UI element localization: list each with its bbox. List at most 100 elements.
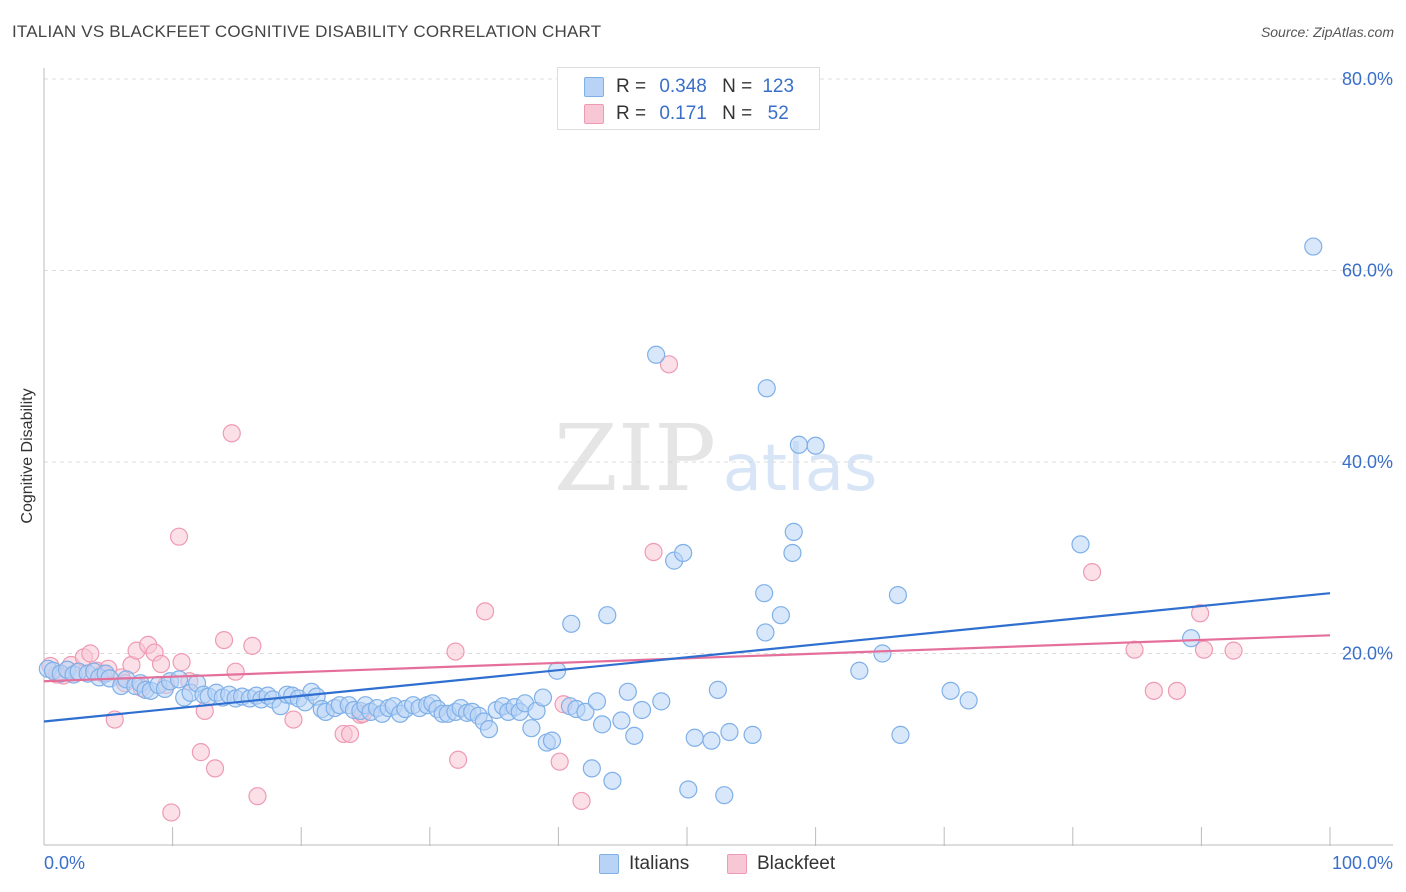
r-label: R = xyxy=(616,103,647,124)
italians-point xyxy=(618,682,637,701)
r-label: R = xyxy=(616,76,647,97)
italians-point xyxy=(888,585,908,605)
italians-point xyxy=(587,692,607,711)
italians-point xyxy=(647,345,666,364)
y-tick-label: 80.0% xyxy=(1342,69,1393,89)
stats-legend-row-blackfeet: R = 0.171 N = 52 xyxy=(558,101,798,127)
italians-point xyxy=(891,725,910,744)
trendlines xyxy=(43,592,1331,723)
blackfeet-point xyxy=(572,791,591,811)
stats-legend: R = 0.348 N = 123 R = 0.171 N = 52 xyxy=(557,67,820,130)
italians-point xyxy=(652,692,671,711)
grid xyxy=(44,78,1393,654)
blackfeet-point xyxy=(214,630,234,650)
italians-point xyxy=(562,614,581,633)
blackfeet-point xyxy=(151,654,171,674)
legend-item-blackfeet[interactable]: Blackfeet xyxy=(727,853,835,875)
series-legend: Italians Blackfeet xyxy=(0,850,1406,880)
italians-point xyxy=(612,711,631,730)
italians-point xyxy=(582,759,601,778)
blackfeet-point xyxy=(243,636,262,655)
italians-point xyxy=(873,644,892,663)
italians-point xyxy=(479,720,499,739)
italians-point xyxy=(708,680,727,699)
italians-point xyxy=(522,719,541,738)
blackfeet-point xyxy=(644,542,663,562)
y-tick-label: 40.0% xyxy=(1342,452,1393,472)
italians-point xyxy=(679,780,698,799)
italians-point xyxy=(771,606,790,625)
italians-trendline xyxy=(43,592,1331,723)
n-value: 123 xyxy=(762,76,795,97)
italians-point xyxy=(850,661,869,680)
italians-point xyxy=(959,691,978,710)
italians-point xyxy=(702,731,721,750)
blackfeet-point xyxy=(446,642,465,661)
blackfeet-point xyxy=(1194,640,1214,659)
italians-point xyxy=(720,722,739,742)
italians-point xyxy=(1182,629,1201,648)
blackfeet-point xyxy=(191,743,210,762)
blackfeet-point xyxy=(1191,604,1210,623)
italians-point xyxy=(576,702,595,722)
blackfeet-point xyxy=(1167,681,1187,700)
italians-point xyxy=(784,522,803,541)
legend-item-italians[interactable]: Italians xyxy=(599,853,689,875)
blackfeet-point xyxy=(205,759,225,778)
italians-point xyxy=(757,379,776,398)
blackfeet-point xyxy=(550,752,569,771)
blackfeet-point xyxy=(172,653,191,672)
italians-point xyxy=(603,771,622,790)
blackfeet-point xyxy=(222,424,241,443)
blackfeet-point xyxy=(1224,641,1243,660)
italians-point xyxy=(533,688,553,707)
italians-point xyxy=(783,543,802,563)
blackfeet-point xyxy=(448,750,468,769)
y-tick-label: 60.0% xyxy=(1342,261,1393,281)
y-tick-label: 20.0% xyxy=(1342,644,1393,664)
blackfeet-point xyxy=(340,724,360,744)
n-label: N = xyxy=(722,76,753,97)
blackfeet-point xyxy=(659,355,679,374)
blackfeet-point xyxy=(226,662,245,681)
blackfeet-swatch xyxy=(727,854,747,874)
italians-point xyxy=(542,731,562,750)
blackfeet-swatch xyxy=(584,104,604,124)
italians-point xyxy=(685,728,704,747)
chart-title: ITALIAN VS BLACKFEET COGNITIVE DISABILIT… xyxy=(12,22,602,41)
italians-point xyxy=(674,543,693,563)
italians-point xyxy=(593,715,612,734)
blackfeet-point xyxy=(1144,681,1163,700)
legend-label-blackfeet: Blackfeet xyxy=(757,853,836,874)
x-tick-label: 0.0% xyxy=(44,853,85,873)
italians-points xyxy=(38,237,1323,805)
axes xyxy=(43,68,1393,846)
source-label: Source: ZipAtlas.com xyxy=(1260,24,1394,40)
blackfeet-point xyxy=(1125,640,1144,659)
watermark-zip: ZIP xyxy=(554,405,716,512)
n-label: N = xyxy=(722,103,753,124)
italians-point xyxy=(715,786,734,805)
italians-point xyxy=(789,435,808,454)
blackfeet-point xyxy=(284,710,303,729)
blackfeet-point xyxy=(169,527,189,546)
italians-point xyxy=(1071,535,1090,554)
stats-legend-row-italians: R = 0.348 N = 123 xyxy=(558,74,798,100)
watermark: ZIP atlas xyxy=(554,405,877,512)
italians-point xyxy=(755,584,774,603)
italians-point xyxy=(1304,237,1323,256)
italians-point xyxy=(756,623,775,642)
italians-point xyxy=(625,726,644,745)
italians-point xyxy=(941,681,960,700)
blackfeet-point xyxy=(1082,563,1102,582)
italians-point xyxy=(169,670,189,689)
r-value: 0.171 xyxy=(659,103,707,124)
italians-point xyxy=(632,700,652,720)
legend-label-italians: Italians xyxy=(629,853,690,874)
italians-swatch xyxy=(584,77,604,97)
tick-labels: 20.0% 40.0% 60.0% 80.0% 0.0% 100.0% xyxy=(44,69,1393,873)
italians-point xyxy=(598,606,617,625)
blackfeet-point xyxy=(162,803,181,822)
n-value: 52 xyxy=(767,103,789,124)
